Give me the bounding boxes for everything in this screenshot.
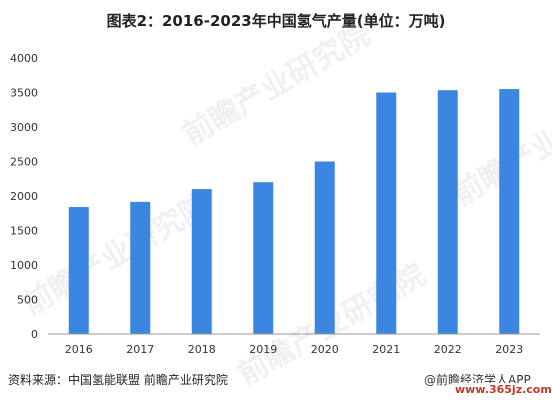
y-tick-label: 4000 bbox=[10, 52, 38, 65]
site-watermark: www.365jz.com bbox=[452, 383, 552, 396]
x-tick-label: 2022 bbox=[434, 343, 462, 356]
bar-2019 bbox=[253, 182, 274, 334]
y-tick-label: 1500 bbox=[10, 225, 38, 238]
bar-2020 bbox=[314, 161, 335, 334]
bar-2017 bbox=[130, 201, 151, 334]
y-tick-label: 500 bbox=[17, 294, 38, 307]
bar-2016 bbox=[68, 207, 89, 334]
y-tick-label: 3500 bbox=[10, 87, 38, 100]
y-tick-label: 2500 bbox=[10, 156, 38, 169]
bar-2022 bbox=[437, 90, 458, 335]
bar-2023 bbox=[499, 89, 520, 334]
y-tick-label: 0 bbox=[31, 328, 38, 341]
x-tick-label: 2016 bbox=[65, 343, 93, 356]
x-tick-label: 2023 bbox=[495, 343, 523, 356]
x-tick-label: 2019 bbox=[249, 343, 277, 356]
y-tick-label: 2000 bbox=[10, 190, 38, 203]
source-note: 资料来源：中国氢能联盟 前瞻产业研究院 bbox=[8, 373, 228, 387]
x-tick-label: 2021 bbox=[372, 343, 400, 356]
y-tick-label: 1000 bbox=[10, 259, 38, 272]
bar-2021 bbox=[376, 92, 397, 334]
bar-2018 bbox=[191, 189, 212, 334]
x-tick-label: 2020 bbox=[311, 343, 339, 356]
chart-title: 图表2：2016-2023年中国氢气产量(单位：万吨) bbox=[106, 12, 446, 30]
x-tick-label: 2017 bbox=[126, 343, 154, 356]
x-tick-label: 2018 bbox=[188, 343, 216, 356]
y-tick-label: 3000 bbox=[10, 121, 38, 134]
